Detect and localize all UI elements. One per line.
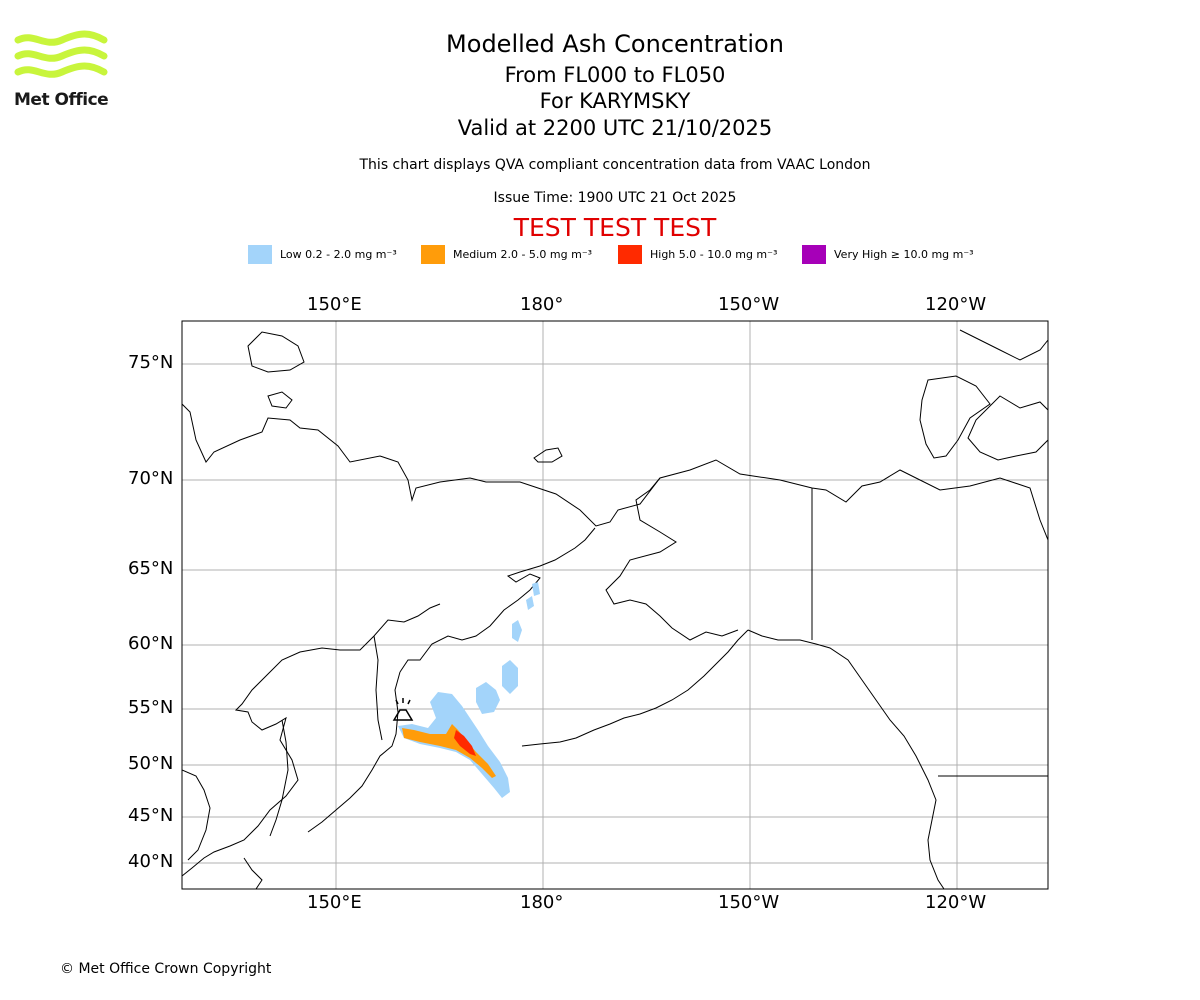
coastline-alaska-south — [747, 629, 945, 889]
ash-low-patch-1 — [476, 682, 500, 714]
legend-item-low: Low 0.2 - 2.0 mg m⁻³ — [248, 244, 397, 264]
legend-swatch-medium — [421, 244, 445, 264]
coastline-china — [182, 769, 211, 861]
lat-tick-65n: 65°N — [128, 558, 174, 579]
coastline-kamchatka — [182, 603, 441, 877]
coastlines — [182, 329, 1048, 889]
ash-low-patch-5 — [532, 582, 540, 596]
coastline-wrangel-island — [533, 447, 563, 463]
coastline-hokkaido — [243, 857, 263, 889]
ash-medium — [402, 724, 496, 778]
test-banner: TEST TEST TEST — [513, 213, 717, 242]
lon-tick-top-150w: 150°W — [718, 294, 780, 315]
lon-tick-bottom-150w: 150°W — [718, 892, 780, 913]
coastline-banks-island — [919, 375, 991, 459]
lon-tick-bottom-120w: 120°W — [925, 892, 987, 913]
chart-description: This chart displays QVA compliant concen… — [359, 157, 871, 173]
flight-level-range: From FL000 to FL050 — [504, 63, 726, 87]
lat-tick-60n: 60°N — [128, 633, 174, 654]
legend-label-low: Low 0.2 - 2.0 mg m⁻³ — [280, 247, 397, 261]
coastline-kamchatka-west — [373, 635, 383, 741]
coastline-victoria-island — [967, 395, 1048, 461]
legend-swatch-high — [618, 244, 642, 264]
lat-tick-45n: 45°N — [128, 805, 174, 826]
lon-tick-top-180: 180° — [520, 294, 564, 315]
chart-title: Modelled Ash Concentration — [446, 30, 784, 58]
ash-low-patch-4 — [526, 596, 534, 610]
legend-label-very-high: Very High ≥ 10.0 mg m⁻³ — [834, 247, 974, 261]
ash-low-patch-3 — [512, 620, 522, 642]
coastline-arctic-islands-ne — [959, 329, 1048, 361]
lon-tick-bottom-150e: 150°E — [307, 892, 362, 913]
legend-swatch-very-high — [802, 244, 826, 264]
coastline-new-siberian-islands — [247, 331, 305, 373]
issue-time: Issue Time: 1900 UTC 21 Oct 2025 — [493, 190, 737, 206]
lat-tick-75n: 75°N — [128, 352, 174, 373]
volcano-icon — [392, 698, 414, 721]
legend-label-medium: Medium 2.0 - 5.0 mg m⁻³ — [453, 247, 593, 261]
coastline-chukotka — [399, 527, 596, 673]
lat-tick-70n: 70°N — [128, 468, 174, 489]
valid-time: Valid at 2200 UTC 21/10/2025 — [457, 116, 773, 140]
lat-tick-40n: 40°N — [128, 851, 174, 872]
coastline-island-small-1 — [267, 391, 293, 409]
lat-tick-50n: 50°N — [128, 753, 174, 774]
lon-tick-bottom-180: 180° — [520, 892, 564, 913]
coastline-sakhalin — [269, 719, 289, 837]
met-office-logo — [14, 30, 108, 78]
ash-plume — [398, 582, 540, 798]
legend-item-high: High 5.0 - 10.0 mg m⁻³ — [618, 244, 777, 264]
legend-item-very-high: Very High ≥ 10.0 mg m⁻³ — [802, 244, 974, 264]
legend-item-medium: Medium 2.0 - 5.0 mg m⁻³ — [421, 244, 592, 264]
graticule — [182, 321, 1048, 889]
volcano-name: For KARYMSKY — [539, 89, 691, 113]
coastline-aleutians — [521, 629, 749, 747]
lon-tick-top-120w: 120°W — [925, 294, 987, 315]
copyright-notice: © Met Office Crown Copyright — [60, 961, 272, 977]
map-frame — [181, 320, 1049, 890]
coastline-siberia-arctic — [182, 403, 1048, 541]
coastline-kamchatka-east — [307, 671, 401, 833]
ash-low-patch-2 — [502, 660, 518, 694]
lon-tick-top-150e: 150°E — [307, 294, 362, 315]
lat-tick-55n: 55°N — [128, 697, 174, 718]
legend-label-high: High 5.0 - 10.0 mg m⁻³ — [650, 247, 778, 261]
coastline-alaska-west — [605, 477, 739, 641]
legend-swatch-low — [248, 244, 272, 264]
ash-high — [454, 730, 476, 756]
met-office-logo-text: Met Office — [14, 90, 109, 110]
